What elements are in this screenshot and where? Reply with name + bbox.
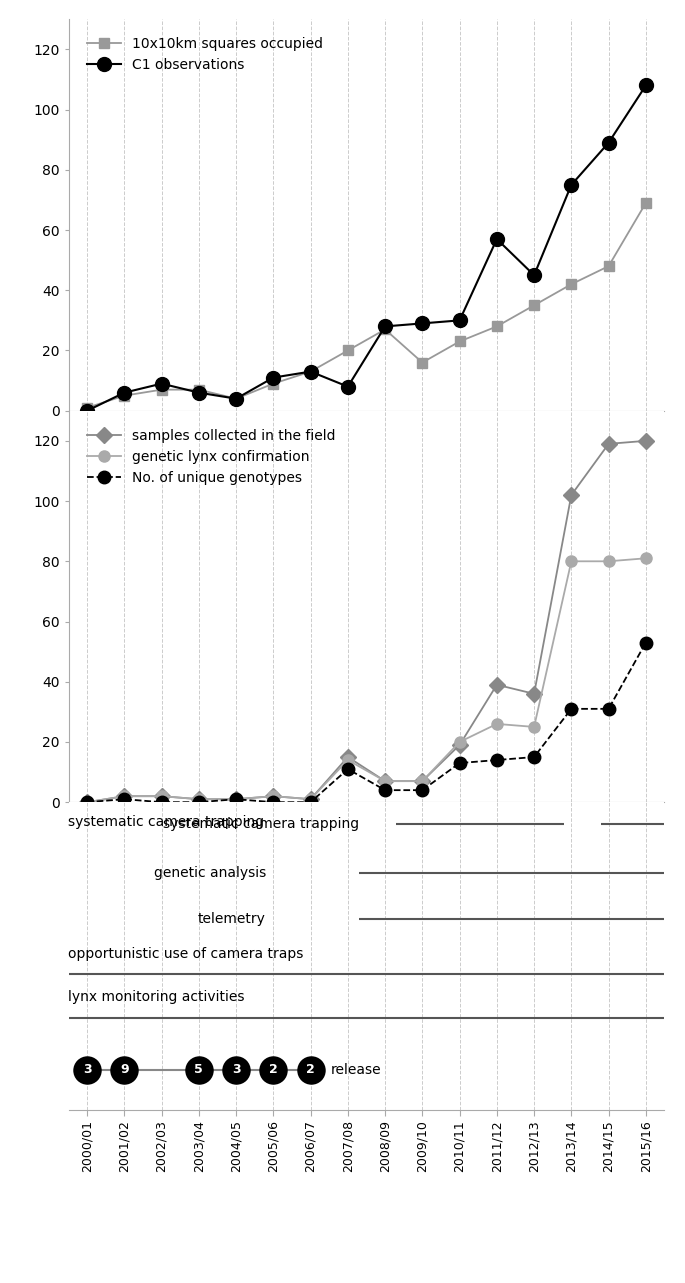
Legend: 10x10km squares occupied, C1 observations: 10x10km squares occupied, C1 observation…	[75, 26, 334, 83]
Text: 2: 2	[306, 1064, 315, 1076]
Point	[231, 1060, 242, 1080]
Text: telemetry: telemetry	[198, 912, 266, 926]
Text: genetic analysis: genetic analysis	[153, 866, 266, 880]
Point	[193, 1060, 204, 1080]
Point	[82, 1060, 92, 1080]
Point	[305, 1060, 316, 1080]
Text: opportunistic use of camera traps: opportunistic use of camera traps	[68, 947, 304, 961]
Text: lynx monitoring activities: lynx monitoring activities	[68, 989, 245, 1003]
Point	[268, 1060, 279, 1080]
Point	[119, 1060, 130, 1080]
Text: 9: 9	[120, 1064, 129, 1076]
Text: 5: 5	[195, 1064, 203, 1076]
Legend: samples collected in the field, genetic lynx confirmation, No. of unique genotyp: samples collected in the field, genetic …	[75, 418, 347, 495]
Text: release: release	[331, 1062, 382, 1076]
Text: 2: 2	[269, 1064, 277, 1076]
Text: systematic camera trapping: systematic camera trapping	[163, 817, 359, 830]
Text: systematic camera trapping: systematic camera trapping	[68, 815, 264, 829]
Text: 3: 3	[83, 1064, 91, 1076]
Text: 3: 3	[232, 1064, 240, 1076]
